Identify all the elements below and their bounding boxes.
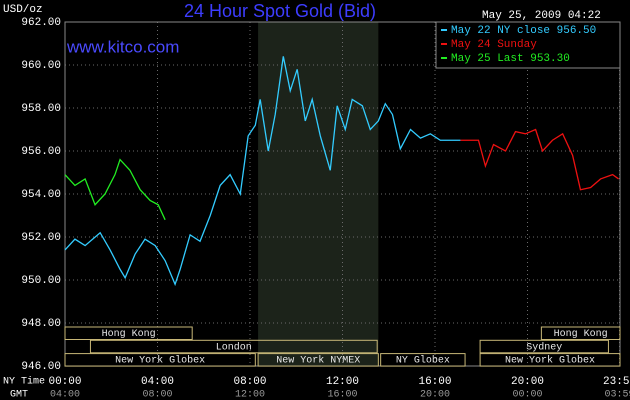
x-tick-label: 20:00	[511, 376, 544, 388]
x-tick-label: 08:00	[233, 376, 266, 388]
highlight-region	[258, 22, 379, 366]
chart-title: 24 Hour Spot Gold (Bid)	[184, 1, 376, 21]
timestamp: May 25, 2009 04:22	[482, 10, 601, 22]
legend-box	[435, 21, 621, 69]
x-tick-label: 04:00	[141, 376, 174, 388]
x-tick-label-gmt: 04:00	[50, 390, 80, 400]
x-tick-label-gmt: 08:00	[142, 390, 172, 400]
session-label: New York NYMEX	[276, 355, 360, 367]
y-tick-label: 956.00	[21, 146, 61, 158]
y-tick-label: 946.00	[21, 361, 61, 373]
session-box	[479, 353, 621, 367]
price-line	[460, 128, 619, 191]
site-label: www.kitco.com	[66, 37, 179, 56]
session-box	[89, 339, 378, 354]
x-tick-label: 00:00	[48, 376, 81, 388]
y-tick-label: 960.00	[21, 60, 61, 72]
session-box	[257, 353, 379, 367]
session-label: NY Globex	[396, 355, 450, 367]
price-line	[64, 56, 461, 287]
x-tick-label-gmt: 16:00	[327, 390, 357, 400]
legend-label: May 24 Sunday	[451, 39, 537, 51]
session-box	[380, 353, 466, 367]
y-tick-label: 950.00	[21, 275, 61, 287]
x-tick-label: 12:00	[326, 376, 359, 388]
session-label: New York Globex	[115, 355, 205, 367]
x-tick-label-gmt: 00:00	[512, 390, 542, 400]
unit-label: USD/oz	[3, 4, 43, 16]
y-tick-label: 948.00	[21, 318, 61, 330]
legend-label: May 25 Last 953.30	[451, 53, 570, 65]
x-row-label-gmt: GMT	[10, 390, 28, 400]
x-tick-label: 16:00	[418, 376, 451, 388]
session-box	[64, 326, 193, 340]
y-tick-label: 954.00	[21, 189, 61, 201]
x-row-label: NY Time	[3, 376, 45, 388]
x-tick-label: 23:59	[603, 376, 630, 388]
x-tick-label-gmt: 03:59	[605, 390, 630, 400]
session-label: New York Globex	[505, 355, 595, 367]
legend-label: May 22 NY close 956.50	[451, 25, 596, 37]
x-tick-label-gmt: 20:00	[420, 390, 450, 400]
y-tick-label: 952.00	[21, 232, 61, 244]
y-tick-label: 958.00	[21, 103, 61, 115]
session-box	[540, 326, 621, 340]
session-label: Sydney	[526, 341, 562, 353]
y-tick-label: 962.00	[21, 17, 61, 29]
x-tick-label-gmt: 12:00	[235, 390, 265, 400]
session-label: London	[216, 341, 252, 353]
price-line	[64, 158, 166, 221]
session-box	[64, 353, 256, 367]
session-label: Hong Kong	[102, 329, 156, 340]
session-label: Hong Kong	[554, 329, 608, 340]
session-box	[479, 339, 609, 354]
